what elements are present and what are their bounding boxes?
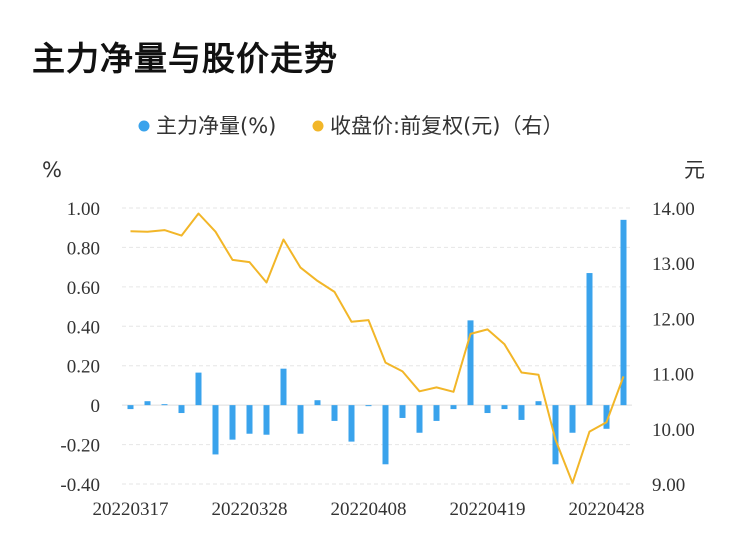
y-right-tick-label: 13.00	[652, 254, 695, 275]
x-tick-label: 20220317	[93, 499, 169, 520]
y-left-tick-label: 1.00	[67, 199, 100, 220]
x-tick-label: 20220408	[331, 499, 407, 520]
bar	[297, 405, 304, 434]
legend-line-marker	[312, 120, 324, 132]
y-left-tick-label: 0.40	[67, 317, 100, 338]
bar	[144, 401, 151, 406]
y-left-tick-label: -0.20	[60, 436, 100, 457]
legend-bar-marker	[138, 120, 150, 132]
bar	[620, 219, 627, 406]
axis-labels: 1.00 0.80 0.60 0.40 0.20 0 -0.20 -0.40 14.00 13.0…	[60, 199, 694, 520]
bar	[416, 405, 423, 433]
y-left-unit: %	[42, 158, 62, 182]
bar	[518, 405, 525, 420]
bar	[212, 405, 219, 455]
price-line	[130, 212, 625, 484]
bar	[229, 405, 236, 440]
bar	[263, 405, 270, 435]
bar	[535, 401, 542, 406]
bar	[433, 405, 440, 421]
y-right-tick-label: 12.00	[652, 309, 695, 330]
bar	[314, 400, 321, 406]
bar	[484, 405, 491, 414]
bar	[331, 405, 338, 421]
bar	[161, 404, 168, 406]
bar	[348, 405, 355, 442]
bar	[586, 273, 593, 406]
y-right-tick-label: 14.00	[652, 199, 695, 220]
bar	[603, 405, 610, 429]
bar	[569, 405, 576, 433]
y-left-tick-label: 0.20	[67, 357, 100, 378]
bar-series	[127, 219, 627, 465]
y-left-tick-label: 0.80	[67, 238, 100, 259]
bar	[382, 405, 389, 465]
x-tick-label: 20220428	[569, 499, 645, 520]
x-tick-label: 20220328	[212, 499, 288, 520]
bar	[178, 405, 185, 414]
legend-line-label: 收盘价:前复权(元)（右）	[330, 114, 563, 138]
legend: 主力净量(%) 收盘价:前复权(元)（右）	[138, 114, 563, 138]
bar	[399, 405, 406, 418]
line-series	[130, 212, 625, 484]
bar	[127, 405, 134, 410]
y-right-tick-label: 9.00	[652, 475, 685, 496]
y-left-tick-label: 0	[91, 396, 101, 417]
y-right-tick-label: 10.00	[652, 420, 695, 441]
y-right-unit: 元	[684, 158, 705, 182]
y-left-tick-label: -0.40	[60, 475, 100, 496]
bar	[246, 405, 253, 434]
bar	[450, 405, 457, 410]
y-right-tick-label: 11.00	[652, 365, 694, 386]
bar	[467, 320, 474, 406]
bar	[501, 405, 508, 410]
bar	[552, 405, 559, 465]
bar	[280, 368, 287, 406]
x-tick-label: 20220419	[450, 499, 526, 520]
y-left-tick-label: 0.60	[67, 278, 100, 299]
bar	[365, 405, 372, 407]
chart-title: 主力净量与股价走势	[32, 39, 338, 78]
legend-bar-label: 主力净量(%)	[156, 114, 276, 138]
bar	[195, 372, 202, 406]
